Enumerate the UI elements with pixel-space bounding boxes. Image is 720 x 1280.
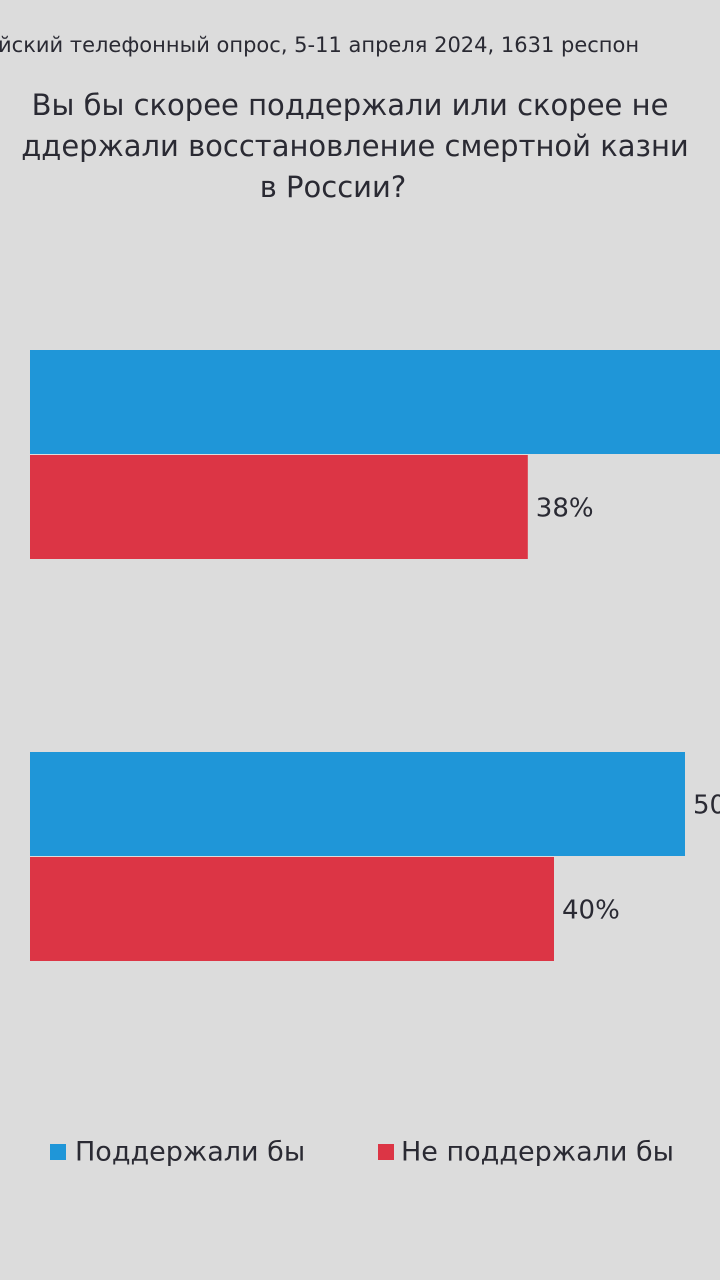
legend-swatch (378, 1144, 394, 1160)
bar (30, 455, 528, 559)
chart-title: Вы бы скорее поддержали или скорее не (32, 88, 669, 122)
legend-label: Не поддержали бы (401, 1137, 674, 1168)
chart-title: в России? (260, 170, 407, 204)
chart-subtitle: йский телефонный опрос, 5-11 апреля 2024… (0, 33, 639, 57)
value-label: 40% (562, 896, 620, 926)
value-label: 50 (693, 791, 720, 821)
legend-label: Поддержали бы (75, 1137, 305, 1168)
legend-swatch (50, 1144, 66, 1160)
bar (30, 350, 720, 454)
chart-title: ддержали восстановление смертной казни (21, 129, 689, 163)
value-label: 38% (536, 494, 594, 524)
bar (30, 857, 554, 961)
bar (30, 752, 685, 856)
